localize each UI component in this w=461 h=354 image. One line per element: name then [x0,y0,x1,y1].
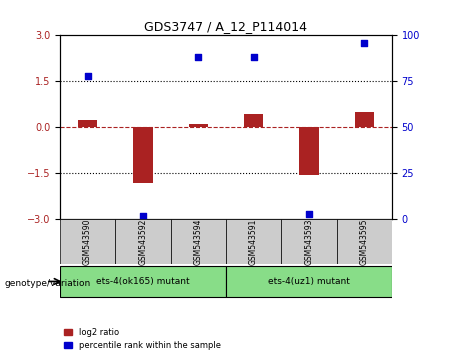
FancyBboxPatch shape [281,219,337,264]
Point [139,213,147,219]
Bar [78,120,97,127]
Text: genotype/variation: genotype/variation [5,279,91,288]
Text: GSM543592: GSM543592 [138,218,148,265]
Bar [355,112,374,127]
FancyBboxPatch shape [171,219,226,264]
Bar [189,124,208,127]
Text: ets-4(ok165) mutant: ets-4(ok165) mutant [96,277,190,286]
Bar [299,127,319,175]
Point [84,73,91,79]
Point [361,40,368,46]
Title: GDS3747 / A_12_P114014: GDS3747 / A_12_P114014 [144,20,307,33]
FancyBboxPatch shape [115,219,171,264]
FancyBboxPatch shape [337,219,392,264]
FancyBboxPatch shape [226,266,392,297]
Point [250,55,257,60]
Legend: log2 ratio, percentile rank within the sample: log2 ratio, percentile rank within the s… [64,328,221,350]
Text: GSM543593: GSM543593 [304,218,313,265]
Text: GSM543590: GSM543590 [83,218,92,265]
Bar [244,114,263,127]
Text: GSM543595: GSM543595 [360,218,369,265]
Bar [133,127,153,183]
Text: GSM543594: GSM543594 [194,218,203,265]
Text: GSM543591: GSM543591 [249,218,258,265]
FancyBboxPatch shape [226,219,281,264]
FancyBboxPatch shape [60,219,115,264]
FancyBboxPatch shape [60,266,226,297]
Text: ets-4(uz1) mutant: ets-4(uz1) mutant [268,277,350,286]
Point [305,211,313,217]
Point [195,55,202,60]
